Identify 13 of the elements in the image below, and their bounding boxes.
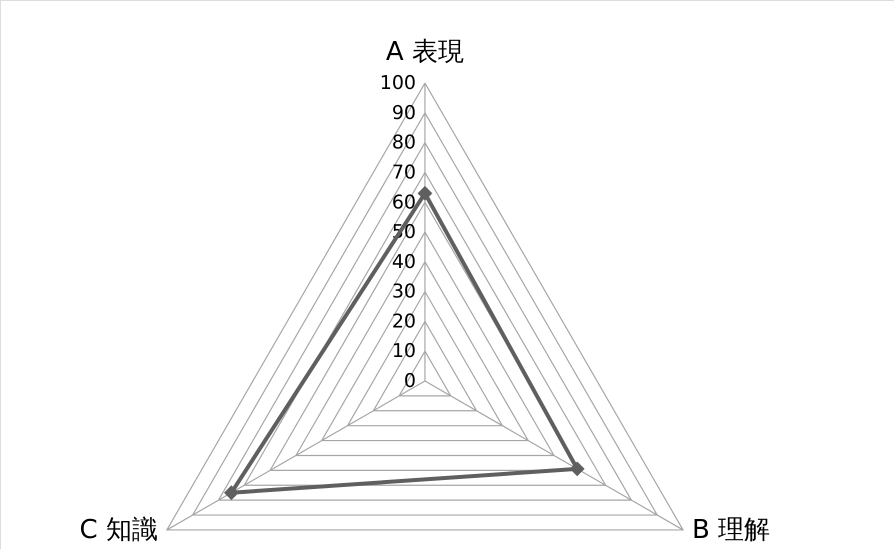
y-tick-label: 0	[404, 370, 416, 392]
y-tick-label: 10	[392, 340, 416, 362]
spoke-label: B 理解	[692, 514, 770, 545]
y-tick-label: 70	[392, 161, 416, 184]
y-tick-label: 20	[392, 310, 416, 332]
y-tick-label: 60	[392, 191, 416, 214]
y-tick-label: 90	[392, 102, 416, 124]
y-tick-label: 100	[380, 72, 416, 94]
y-tick-label: 40	[392, 250, 416, 273]
spoke-label: A 表現	[386, 37, 464, 68]
spoke-label: C 知識	[80, 514, 158, 545]
y-tick-label: 30	[392, 280, 416, 303]
y-tick-label: 80	[392, 132, 416, 154]
